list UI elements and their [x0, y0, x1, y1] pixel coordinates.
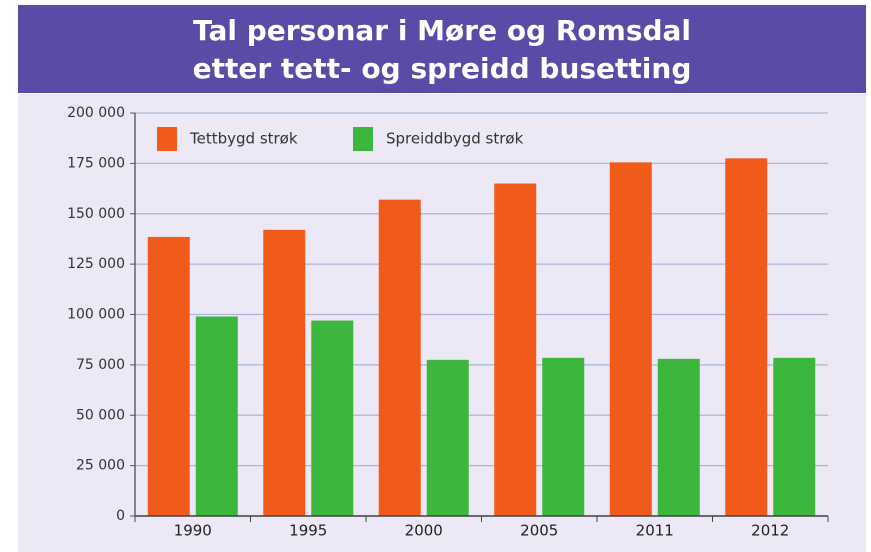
x-tick-label: 2005 [520, 522, 558, 540]
legend-label: Tettbygd strøk [189, 130, 298, 148]
y-tick-label: 75 000 [76, 357, 125, 373]
y-tick-label: 200 000 [67, 105, 125, 121]
bar [195, 316, 238, 516]
bar [494, 183, 537, 516]
x-tick-label: 2012 [751, 522, 789, 540]
bar [426, 359, 469, 516]
legend-swatch [157, 127, 177, 151]
bar [147, 236, 190, 517]
title-band [18, 5, 866, 93]
legend-swatch [353, 127, 373, 151]
bar [542, 357, 585, 516]
chart-title: etter tett- og spreidd busetting [193, 52, 692, 85]
y-tick-label: 125 000 [67, 256, 125, 272]
bar [657, 358, 700, 516]
y-tick-label: 0 [116, 508, 125, 524]
y-tick-label: 150 000 [67, 206, 125, 222]
y-tick-label: 100 000 [67, 307, 125, 323]
y-tick-label: 50 000 [76, 407, 125, 423]
y-tick-label: 175 000 [67, 155, 125, 171]
bar [725, 158, 768, 516]
bar [378, 199, 421, 516]
legend-label: Spreiddbygd strøk [386, 130, 524, 148]
chart-title: Tal personar i Møre og Romsdal [193, 14, 691, 47]
x-tick-label: 1995 [289, 522, 327, 540]
x-tick-label: 2000 [405, 522, 443, 540]
bar [773, 357, 816, 516]
bar [311, 320, 354, 516]
y-tick-label: 25 000 [76, 458, 125, 474]
bar [263, 229, 306, 516]
x-tick-label: 2011 [636, 522, 674, 540]
x-tick-label: 1990 [174, 522, 212, 540]
bar [609, 162, 652, 516]
